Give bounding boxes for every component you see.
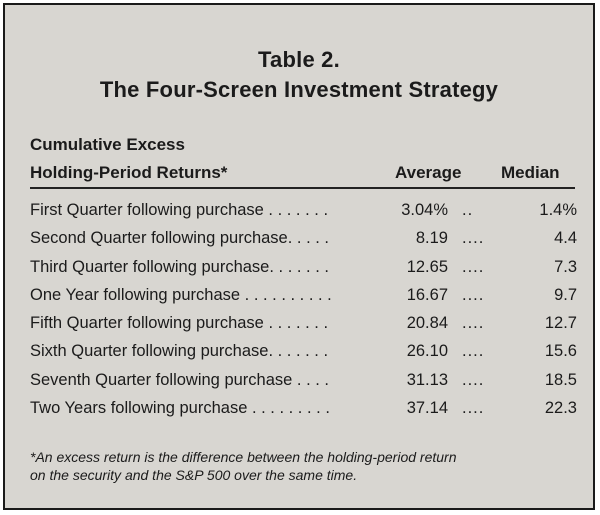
table-frame: Table 2. The Four-Screen Investment Stra… <box>3 3 595 510</box>
footnote-line1: *An excess return is the difference betw… <box>30 449 457 465</box>
row-median: 7.3 <box>554 257 577 276</box>
row-average: 26.10 <box>406 342 448 361</box>
row-median: 4.4 <box>554 229 577 248</box>
row-label: Seventh Quarter following purchase . . .… <box>30 370 329 389</box>
row-label: Second Quarter following purchase. . . .… <box>30 229 329 248</box>
table-row: Fifth Quarter following purchase . . . .… <box>30 314 580 342</box>
row-median: 22.3 <box>544 399 577 418</box>
row-leader: .... <box>462 399 485 418</box>
table-row: Seventh Quarter following purchase . . .… <box>30 371 580 399</box>
table-body: First Quarter following purchase . . . .… <box>30 201 580 427</box>
row-average: 20.84 <box>406 314 448 333</box>
row-average: 12.65 <box>406 257 448 276</box>
table-row: First Quarter following purchase . . . .… <box>30 201 580 229</box>
row-average: 8.19 <box>415 229 448 248</box>
row-average: 3.04% <box>401 201 448 219</box>
row-median: 9.7 <box>554 285 577 304</box>
row-leader: .... <box>462 314 485 333</box>
row-label: Two Years following purchase . . . . . .… <box>30 399 330 418</box>
row-leader: .... <box>462 229 485 248</box>
footnote-line2: on the security and the S&P 500 over the… <box>30 467 358 483</box>
row-label: Fifth Quarter following purchase . . . .… <box>30 314 329 333</box>
row-label: One Year following purchase . . . . . . … <box>30 285 332 304</box>
row-median: 18.5 <box>544 370 577 389</box>
header-rule <box>30 187 575 189</box>
table-row: Third Quarter following purchase. . . . … <box>30 258 580 286</box>
row-leader: .. <box>462 201 474 219</box>
column-header-label-line1: Cumulative Excess <box>30 135 185 154</box>
row-label: First Quarter following purchase . . . .… <box>30 201 329 219</box>
row-label: Sixth Quarter following purchase. . . . … <box>30 342 329 361</box>
table-row: Sixth Quarter following purchase. . . . … <box>30 342 580 370</box>
row-leader: .... <box>462 257 485 276</box>
row-average: 31.13 <box>406 370 448 389</box>
table-row: One Year following purchase . . . . . . … <box>30 286 580 314</box>
table-row: Two Years following purchase . . . . . .… <box>30 399 580 427</box>
column-header-label-line2: Holding-Period Returns* <box>30 163 228 182</box>
table-number: Table 2. <box>258 47 340 72</box>
row-leader: .... <box>462 285 485 304</box>
row-leader: .... <box>462 342 485 361</box>
footnote: *An excess return is the difference betw… <box>30 448 585 484</box>
row-median: 12.7 <box>544 314 577 333</box>
row-leader: .... <box>462 370 485 389</box>
row-average: 16.67 <box>406 285 448 304</box>
row-median: 15.6 <box>544 342 577 361</box>
table-row: Second Quarter following purchase. . . .… <box>30 229 580 257</box>
column-header-average: Average <box>395 163 462 182</box>
column-header-median: Median <box>501 163 560 182</box>
row-median: 1.4% <box>539 201 577 219</box>
row-label: Third Quarter following purchase. . . . … <box>30 257 329 276</box>
row-average: 37.14 <box>406 399 448 418</box>
table-title: The Four-Screen Investment Strategy <box>99 77 499 102</box>
